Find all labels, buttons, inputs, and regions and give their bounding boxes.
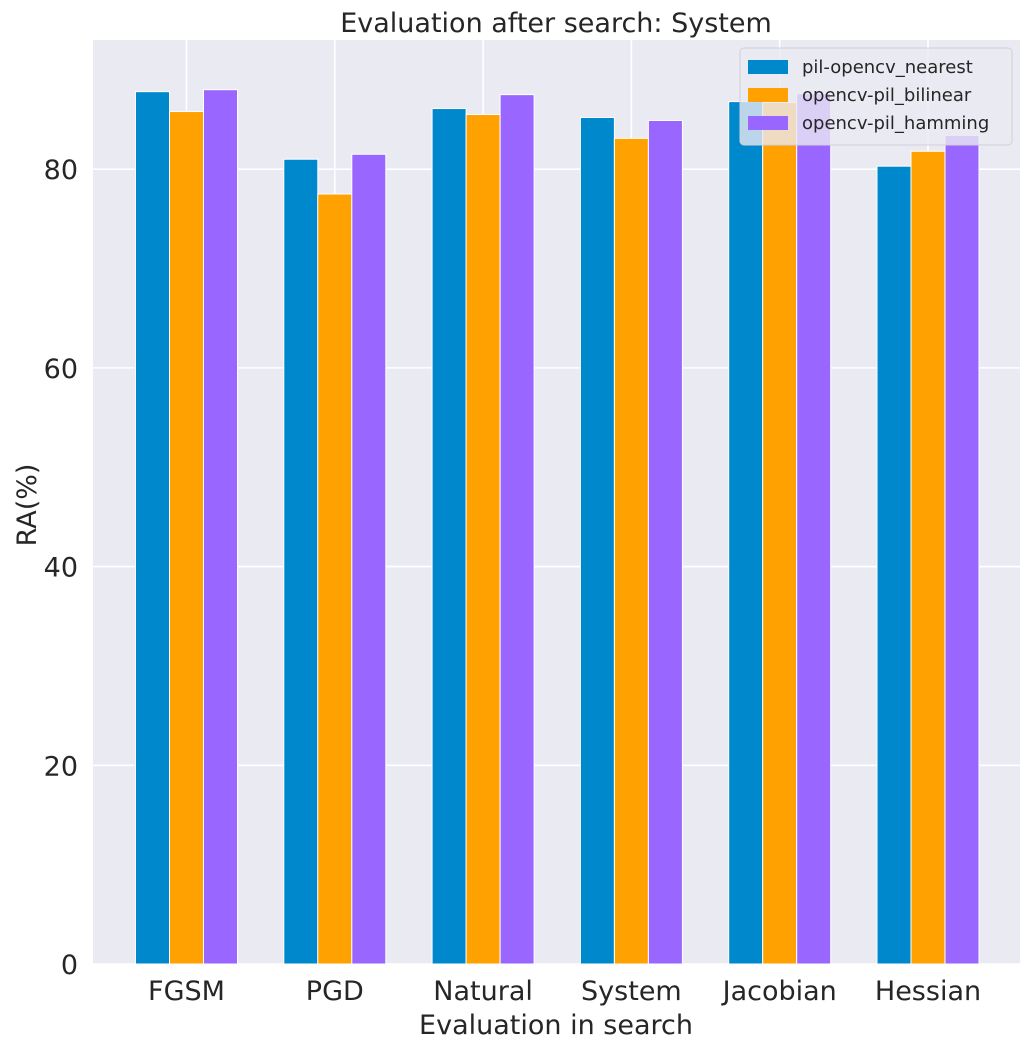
legend-label-opencv-pil_bilinear: opencv-pil_bilinear: [802, 85, 972, 106]
x-axis-label: Evaluation in search: [419, 1010, 693, 1041]
y-tick-label: 80: [44, 155, 78, 186]
chart-title: Evaluation after search: System: [340, 8, 772, 39]
y-tick-label: 20: [44, 751, 78, 782]
y-tick-label: 40: [44, 553, 78, 584]
bar-opencv-pil_bilinear-Natural: [465, 114, 501, 965]
bar-opencv-pil_hamming-Natural: [499, 94, 535, 965]
y-tick-label: 60: [44, 354, 78, 385]
x-tick-label: System: [581, 976, 682, 1007]
y-tick-label: 0: [61, 950, 78, 981]
plot-background: [93, 40, 1020, 964]
legend-swatch-opencv-pil_bilinear: [748, 88, 788, 102]
legend: pil-opencv_nearest opencv-pil_bilinearope…: [739, 47, 1013, 146]
x-tick-label: Natural: [433, 976, 533, 1007]
legend-label-opencv-pil_hamming: opencv-pil_hamming: [802, 113, 989, 134]
bar-opencv-pil_hamming-System: [647, 119, 683, 965]
x-tick-label: FGSM: [148, 976, 225, 1007]
bar-opencv-pil_bilinear-FGSM: [169, 111, 204, 965]
bar-pil-opencv_nearest-System: [579, 116, 615, 965]
bar-opencv-pil_bilinear-System: [613, 137, 649, 965]
bar-opencv-pil_bilinear-Hessian: [910, 150, 946, 965]
x-tick-label: Jacobian: [721, 976, 837, 1007]
legend-swatch-pil-opencv_nearest: [748, 60, 788, 74]
bar-opencv-pil_hamming-FGSM: [203, 89, 238, 965]
bar-opencv-pil_bilinear-PGD: [317, 193, 353, 965]
bar-pil-opencv_nearest-Hessian: [876, 165, 912, 965]
legend-box: [739, 47, 1013, 146]
bar-pil-opencv_nearest-PGD: [283, 158, 319, 965]
legend-label-pil-opencv_nearest: pil-opencv_nearest: [802, 57, 973, 78]
bar-opencv-pil_hamming-Hessian: [944, 134, 980, 965]
legend-swatch-opencv-pil_hamming: [748, 116, 788, 130]
bar-opencv-pil_bilinear-Jacobian: [762, 102, 798, 965]
bar-opencv-pil_hamming-PGD: [351, 153, 387, 965]
bar-opencv-pil_hamming-Jacobian: [796, 93, 832, 965]
bar-pil-opencv_nearest-Jacobian: [728, 101, 764, 965]
x-tick-labels: FGSM PGD Natural System Jacobian Hessian: [148, 976, 981, 1007]
bars: [135, 89, 980, 965]
y-tick-labels: 0 20 40 60 80: [44, 155, 78, 981]
x-tick-label: Hessian: [875, 976, 981, 1007]
bar-pil-opencv_nearest-FGSM: [135, 91, 170, 965]
y-axis-label: RA(%): [12, 464, 43, 547]
x-tick-label: PGD: [306, 976, 364, 1007]
bar-pil-opencv_nearest-Natural: [431, 108, 467, 965]
